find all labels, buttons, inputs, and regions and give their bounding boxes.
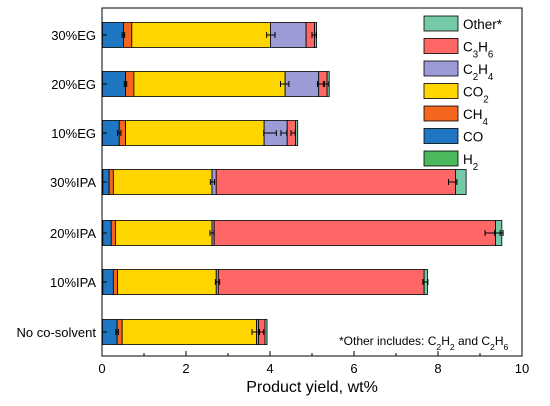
- bar-segment-co2-4: [115, 221, 212, 246]
- legend-item-4: CH4: [424, 106, 489, 128]
- legend-item-2: C2H4: [424, 61, 494, 83]
- legend-label-5: CO: [463, 130, 483, 145]
- bar-segment-ch4-4: [111, 221, 115, 246]
- legend-item-3: CO2: [424, 84, 489, 106]
- bar-segment-co2-1: [134, 72, 285, 97]
- x-tick-label-6: 6: [350, 361, 357, 376]
- legend-label-2: C2H4: [463, 62, 494, 83]
- bar-segment-co2-0: [132, 23, 271, 48]
- category-label-1: 20%EG: [51, 77, 96, 92]
- legend-label-4: CH4: [463, 107, 489, 128]
- annotation-note: *Other includes: C2H2 and C2H6: [339, 334, 508, 352]
- category-label-5: 10%IPA: [50, 275, 96, 290]
- bar-segment-c3h6-4: [214, 221, 495, 246]
- legend-item-1: C3H6: [424, 39, 493, 61]
- x-tick-label-4: 4: [266, 361, 273, 376]
- y-axis: 30%EG 20%EG 10%EG 30%IPA 20%IPA 10%IPA No co-s…: [17, 28, 107, 340]
- bar-segment-c2h4-0: [270, 23, 306, 48]
- legend-label-1: C3H6: [463, 40, 493, 61]
- legend-swatch-5: [424, 129, 458, 144]
- category-label-3: 30%IPA: [50, 175, 96, 190]
- bar-segment-other-6: [265, 320, 267, 345]
- legend-swatch-0: [424, 16, 458, 31]
- legend-label-0: Other*: [463, 17, 503, 32]
- legend-swatch-1: [424, 39, 458, 54]
- legend-swatch-4: [424, 106, 458, 121]
- bar-segment-co2-6: [122, 320, 256, 345]
- x-axis-title: Product yield, wt%: [246, 379, 378, 396]
- legend-swatch-6: [424, 151, 458, 166]
- bar-segment-c3h6-3: [216, 170, 455, 195]
- bar-segment-co2-5: [118, 270, 217, 295]
- legend-item-0: Other*: [424, 16, 503, 32]
- x-axis: 0 2 4 6 8 10: [98, 351, 529, 376]
- category-label-2: 10%EG: [51, 126, 96, 141]
- category-label-6: No co-solvent: [17, 325, 97, 340]
- bar-segment-c3h6-5: [218, 270, 424, 295]
- category-label-0: 30%EG: [51, 28, 96, 43]
- category-label-4: 20%IPA: [50, 226, 96, 241]
- legend-item-5: CO: [424, 129, 483, 145]
- legend-swatch-3: [424, 84, 458, 99]
- x-tick-label-8: 8: [434, 361, 441, 376]
- bar-segment-ch4-5: [113, 270, 117, 295]
- legend-swatch-2: [424, 61, 458, 76]
- bar-segment-co2-2: [126, 121, 265, 146]
- bar-segment-co2-3: [113, 170, 212, 195]
- x-tick-label-0: 0: [98, 361, 105, 376]
- bar-segment-ch4-3: [109, 170, 113, 195]
- bar-segment-c2h4-1: [285, 72, 319, 97]
- bar-segment-other-2: [296, 121, 298, 146]
- legend-label-3: CO2: [463, 85, 489, 106]
- x-tick-label-10: 10: [515, 361, 529, 376]
- x-tick-label-2: 2: [182, 361, 189, 376]
